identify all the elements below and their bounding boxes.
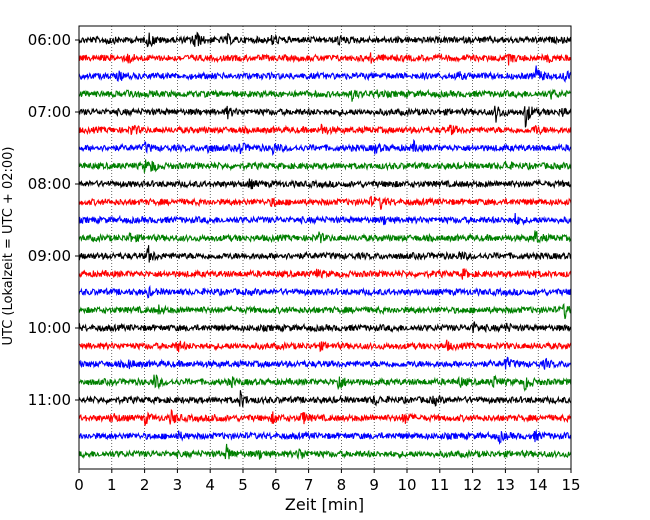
seismogram-trace-06:15 [78,52,572,66]
y-tick-label: 09:00 [28,247,71,265]
seismogram-trace-08:30 [78,212,572,226]
x-tick-label: 2 [140,476,150,494]
seismogram-trace-07:45 [78,159,572,173]
x-tick-label: 10 [397,476,416,494]
seismogram-trace-10:00 [78,321,572,334]
seismogram-trace-06:30 [78,65,572,83]
seismogram-trace-11:15 [78,408,572,426]
seismogram-trace-07:15 [78,123,572,136]
x-tick-label: 11 [430,476,449,494]
x-tick-label: 5 [238,476,248,494]
plot-frame [78,25,572,470]
x-tick-label: 7 [304,476,314,494]
x-axis-ticks: 0 1 2 3 4 5 6 7 8 9 10 11 12 13 14 15 [74,469,581,494]
seismogram-trace-11:45 [78,443,572,460]
seismogram-trace-07:30 [78,138,572,157]
seismogram-trace-11:00 [78,390,572,407]
seismogram-trace-06:45 [78,88,572,102]
y-axis-label: UTC (Lokalzeit = UTC + 02:00) [1,147,16,346]
x-tick-label: 4 [205,476,215,494]
seismogram-trace-06:00 [78,31,572,48]
x-axis-label: Zeit [min] [285,495,364,514]
seismogram-trace-09:45 [78,303,572,320]
seismogram-trace-07:00 [78,105,572,128]
x-tick-label: 13 [496,476,515,494]
seismogram-traces [78,31,572,460]
seismogram-trace-10:15 [78,339,572,353]
y-tick-label: 07:00 [28,103,71,121]
x-tick-label: 9 [369,476,379,494]
seismogram-trace-09:15 [78,268,572,280]
y-axis-ticks: 06:00 07:00 08:00 09:00 10:00 11:00 [28,31,79,409]
y-tick-label: 11:00 [28,391,71,409]
x-tick-label: 0 [74,476,84,494]
seismogram-trace-11:30 [78,428,572,446]
seismogram-trace-08:15 [78,195,572,210]
x-tick-label: 15 [561,476,580,494]
x-tick-label: 14 [529,476,548,494]
y-tick-label: 08:00 [28,175,71,193]
x-tick-label: 12 [463,476,482,494]
seismogram-trace-09:30 [78,284,572,299]
grid-lines [111,26,539,469]
seismogram-trace-08:45 [78,230,572,244]
seismogram-trace-09:00 [78,245,572,263]
x-tick-label: 6 [271,476,281,494]
seismogram-trace-10:30 [78,356,572,370]
y-tick-label: 10:00 [28,319,71,337]
seismogram-trace-08:00 [78,178,572,190]
x-tick-label: 3 [173,476,183,494]
y-tick-label: 06:00 [28,31,71,49]
x-tick-label: 1 [107,476,117,494]
x-tick-label: 8 [337,476,347,494]
seismogram-trace-10:45 [78,374,572,392]
